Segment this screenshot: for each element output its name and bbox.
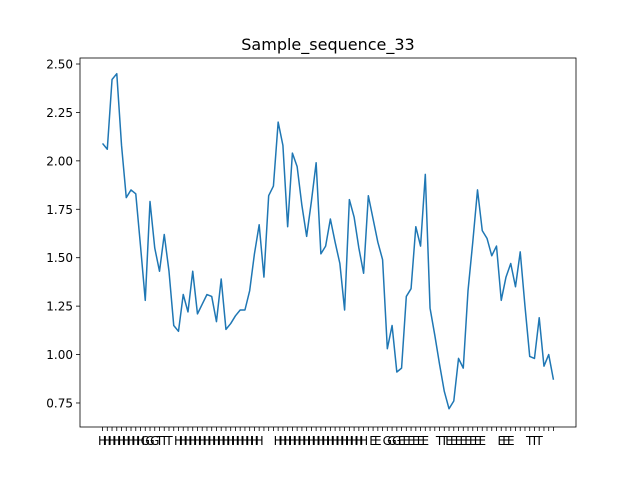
x-tick-label: E bbox=[403, 434, 411, 448]
x-tick-label: H bbox=[326, 434, 335, 448]
x-tick-label: H bbox=[117, 434, 126, 448]
x-tick-label: G bbox=[145, 434, 154, 448]
x-tick-label: H bbox=[174, 434, 183, 448]
x-tick-label: H bbox=[217, 434, 226, 448]
y-tick-label: 0.75 bbox=[46, 396, 73, 410]
x-tick-label: H bbox=[183, 434, 192, 448]
x-tick-label: T bbox=[160, 434, 169, 448]
x-tick-label: H bbox=[198, 434, 207, 448]
x-tick-label: H bbox=[122, 434, 131, 448]
x-tick-label: H bbox=[335, 434, 344, 448]
x-tick-label: E bbox=[469, 434, 477, 448]
x-tick-label: G bbox=[383, 434, 392, 448]
x-tick-label: T bbox=[525, 434, 534, 448]
x-tick-label: H bbox=[278, 434, 287, 448]
x-tick-label: H bbox=[331, 434, 340, 448]
x-tick-label: T bbox=[440, 434, 449, 448]
x-tick-label: T bbox=[530, 434, 539, 448]
x-tick-label: H bbox=[307, 434, 316, 448]
x-tick-label: E bbox=[374, 434, 382, 448]
x-tick-label: T bbox=[155, 434, 164, 448]
x-tick-label: E bbox=[445, 434, 453, 448]
x-tick-label: H bbox=[179, 434, 188, 448]
x-tick-label: H bbox=[193, 434, 202, 448]
x-tick-label: H bbox=[245, 434, 254, 448]
x-tick-label: E bbox=[502, 434, 510, 448]
x-tick-label: E bbox=[459, 434, 467, 448]
x-tick-label: H bbox=[212, 434, 221, 448]
x-tick-label: H bbox=[112, 434, 121, 448]
x-tick-label: H bbox=[316, 434, 325, 448]
x-tick-label: H bbox=[302, 434, 311, 448]
x-tick-label: E bbox=[412, 434, 420, 448]
x-tick-label: H bbox=[321, 434, 330, 448]
x-tick-label: G bbox=[387, 434, 396, 448]
y-tick-label: 2.50 bbox=[46, 58, 73, 72]
x-tick-label: H bbox=[345, 434, 354, 448]
x-tick-label: H bbox=[231, 434, 240, 448]
x-tick-label: T bbox=[535, 434, 544, 448]
x-tick-label: H bbox=[359, 434, 368, 448]
y-tick-label: 2.25 bbox=[46, 106, 73, 120]
x-tick-label: E bbox=[450, 434, 458, 448]
y-tick-label: 1.00 bbox=[46, 348, 73, 362]
x-tick-label: H bbox=[131, 434, 140, 448]
x-tick-label: H bbox=[350, 434, 359, 448]
x-tick-label: H bbox=[283, 434, 292, 448]
x-tick-label: T bbox=[435, 434, 444, 448]
y-tick-label: 2.00 bbox=[46, 154, 73, 168]
x-tick-label: T bbox=[164, 434, 173, 448]
x-tick-label: E bbox=[474, 434, 482, 448]
x-tick-label: H bbox=[202, 434, 211, 448]
x-tick-label: E bbox=[455, 434, 463, 448]
x-tick-label: E bbox=[398, 434, 406, 448]
x-tick-label: H bbox=[103, 434, 112, 448]
x-tick-label: H bbox=[221, 434, 230, 448]
x-tick-label: H bbox=[236, 434, 245, 448]
x-tick-label: H bbox=[274, 434, 283, 448]
x-tick-label: E bbox=[407, 434, 415, 448]
x-tick-label: G bbox=[392, 434, 401, 448]
x-tick-label: E bbox=[464, 434, 472, 448]
x-tick-label: H bbox=[127, 434, 136, 448]
plot-frame bbox=[79, 57, 577, 428]
chart-title: Sample_sequence_33 bbox=[241, 35, 414, 55]
x-tick-label: H bbox=[207, 434, 216, 448]
y-tick-label: 1.25 bbox=[46, 300, 73, 314]
x-tick-label: H bbox=[354, 434, 363, 448]
x-tick-label: H bbox=[226, 434, 235, 448]
x-tick-label: H bbox=[240, 434, 249, 448]
x-tick-label: G bbox=[150, 434, 159, 448]
x-tick-label: H bbox=[250, 434, 259, 448]
x-tick-label: H bbox=[108, 434, 117, 448]
x-tick-label: H bbox=[312, 434, 321, 448]
x-tick-label: G bbox=[141, 434, 150, 448]
x-tick-label: E bbox=[369, 434, 377, 448]
x-tick-label: H bbox=[188, 434, 197, 448]
x-tick-label: H bbox=[98, 434, 107, 448]
x-tick-label: E bbox=[497, 434, 505, 448]
x-tick-label: E bbox=[417, 434, 425, 448]
y-tick-label: 1.50 bbox=[46, 251, 73, 265]
x-tick-label: H bbox=[340, 434, 349, 448]
x-tick-label: H bbox=[288, 434, 297, 448]
x-tick-label: H bbox=[297, 434, 306, 448]
x-tick-label: H bbox=[136, 434, 145, 448]
x-tick-label: H bbox=[255, 434, 264, 448]
line bbox=[101, 72, 555, 410]
x-tick-label: H bbox=[293, 434, 302, 448]
x-tick-label: E bbox=[478, 434, 486, 448]
x-tick-label: E bbox=[422, 434, 430, 448]
x-tick-label: E bbox=[507, 434, 515, 448]
y-tick-label: 1.75 bbox=[46, 203, 73, 217]
